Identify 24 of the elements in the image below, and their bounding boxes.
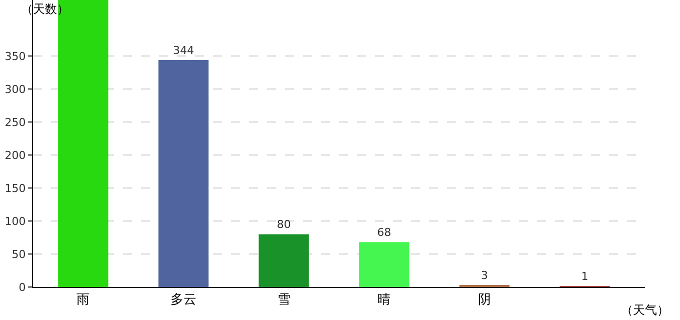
y-tick-label: 200 bbox=[4, 148, 26, 162]
y-axis-title: （天数） bbox=[21, 2, 69, 16]
y-tick-label: 0 bbox=[18, 280, 26, 294]
y-tick-label: 100 bbox=[4, 214, 26, 228]
y-tick-label: 300 bbox=[4, 82, 26, 96]
x-tick-label: 多云 bbox=[170, 292, 196, 308]
bar bbox=[158, 60, 209, 287]
y-tick-label: 250 bbox=[4, 116, 26, 129]
y-tick-label: 350 bbox=[4, 50, 26, 63]
data-label: 344 bbox=[172, 44, 194, 58]
bar bbox=[359, 242, 410, 287]
x-tick-label: 雪 bbox=[277, 292, 290, 308]
data-label: 1 bbox=[581, 270, 588, 283]
bar bbox=[258, 234, 309, 287]
x-tick-label: 阴 bbox=[478, 292, 491, 308]
x-tick-label: 雨 bbox=[76, 292, 90, 308]
bar bbox=[58, 0, 108, 287]
data-label: 68 bbox=[377, 226, 392, 240]
x-axis-title: （天气） bbox=[621, 303, 669, 317]
x-tick-label: 晴 bbox=[378, 292, 391, 308]
y-tick-label: 150 bbox=[4, 182, 26, 195]
data-label: 3 bbox=[480, 269, 488, 282]
data-label: 80 bbox=[276, 218, 291, 232]
y-tick-label: 50 bbox=[12, 248, 26, 261]
